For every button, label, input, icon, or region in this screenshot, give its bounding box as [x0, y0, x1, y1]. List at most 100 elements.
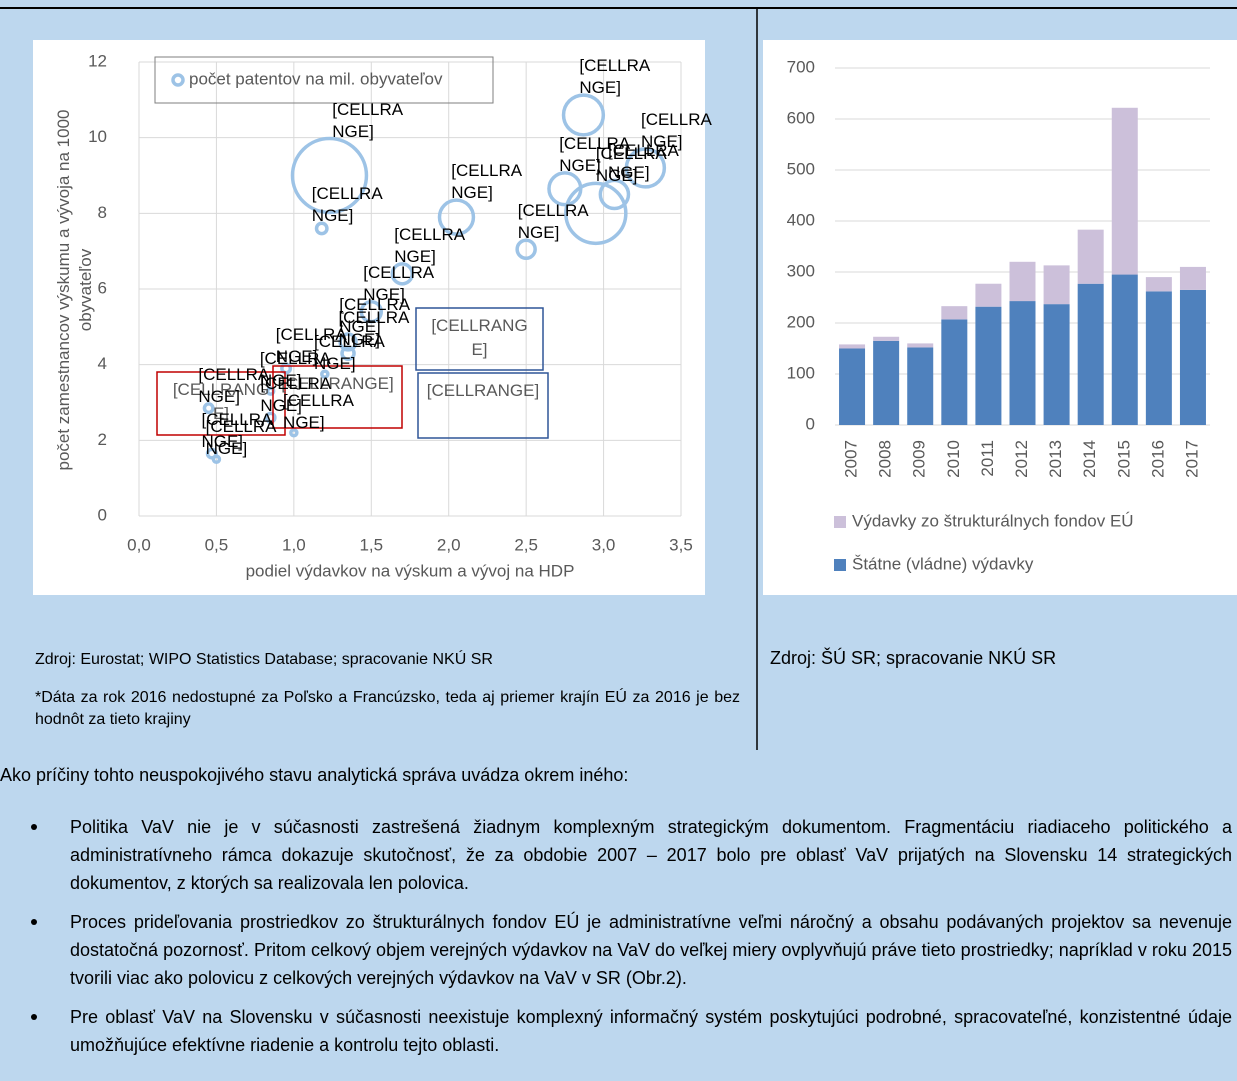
bubble	[515, 238, 537, 261]
y-tick-label: 400	[787, 210, 815, 229]
legend-swatch	[834, 559, 846, 571]
y-axis-label: počet zamestnancov výskumu a vývoja na 1…	[54, 109, 95, 471]
x-tick-label: 2014	[1080, 440, 1099, 478]
annotation-box	[415, 307, 544, 371]
x-tick-label: 2016	[1148, 440, 1167, 478]
data-label: [CELLRANGE]	[579, 56, 651, 98]
data-label: [CELLRANGE]	[275, 325, 347, 367]
data-label: [CELLRANGE]	[338, 308, 410, 350]
bullet-dot	[31, 919, 37, 925]
y-tick-label: 4	[98, 354, 107, 373]
data-label: [CELLRANGE]	[283, 390, 354, 432]
bar-segment	[1111, 107, 1138, 275]
bullet-item: Politika VaV nie je v súčasnosti zastreš…	[0, 813, 1232, 897]
bar-segment	[1179, 289, 1206, 425]
bar-segment	[1145, 291, 1172, 425]
y-tick-label: 600	[787, 108, 815, 127]
bubble	[289, 428, 299, 438]
bubble	[202, 402, 215, 415]
legend-label: Výdavky zo štrukturálnych fondov EÚ	[852, 511, 1134, 530]
y-tick-label: 300	[787, 261, 815, 280]
x-tick-label: 2007	[842, 440, 861, 478]
annotation-box	[156, 371, 286, 436]
bar-segment	[907, 343, 934, 348]
bullet-text: Proces prideľovania prostriedkov zo štru…	[70, 912, 1232, 988]
bubble	[390, 262, 414, 286]
bar-segment	[975, 306, 1002, 425]
legend-swatch	[834, 516, 846, 528]
y-tick-label: 0	[806, 414, 815, 433]
data-label: [CELLRANGE]	[314, 332, 385, 374]
y-tick-label: 12	[88, 51, 107, 70]
bar-segment	[1043, 265, 1070, 305]
x-tick-label: 3,5	[669, 535, 693, 554]
bar-segment	[907, 347, 934, 425]
bubble	[211, 454, 222, 464]
x-tick-label: 3,0	[592, 535, 616, 554]
data-label: [CELLRANGE]	[260, 374, 332, 416]
annotation-label: [CELLRANGE]	[172, 380, 270, 423]
y-tick-label: 2	[98, 430, 107, 449]
annotation-label: [CELLRANGE]	[281, 374, 394, 393]
y-tick-label: 10	[88, 127, 107, 146]
y-tick-label: 500	[787, 159, 815, 178]
bullet-list: Politika VaV nie je v súčasnosti zastreš…	[0, 813, 1232, 1070]
bullet-item: Proces prideľovania prostriedkov zo štru…	[0, 908, 1232, 992]
data-label: [CELLRANGE]	[332, 99, 404, 141]
x-tick-label: 0,5	[205, 535, 229, 554]
bubble	[290, 136, 369, 215]
bar-segment	[975, 283, 1002, 307]
data-label: [CELLRANGE]	[640, 109, 712, 151]
bar-segment	[1009, 301, 1036, 425]
y-tick-label: 8	[98, 203, 107, 222]
x-tick-label: 2010	[944, 440, 963, 478]
x-tick-label: 1,0	[282, 535, 306, 554]
bar-segment	[873, 340, 900, 425]
data-label: [CELLRANGE]	[198, 364, 270, 406]
bar-segment	[1145, 277, 1172, 292]
bullet-item: Pre oblasť VaV na Slovensku v súčasnosti…	[0, 1003, 1232, 1059]
bar-segment	[941, 306, 968, 320]
x-tick-label: 2,0	[437, 535, 461, 554]
x-tick-label: 2008	[876, 440, 895, 478]
x-tick-label: 2,5	[514, 535, 538, 554]
bubble	[561, 93, 606, 137]
x-tick-label: 2009	[910, 440, 929, 478]
bullet-text: Politika VaV nie je v súčasnosti zastreš…	[70, 817, 1232, 893]
bar-segment	[1043, 304, 1070, 425]
data-label: [CELLRANGE]	[201, 410, 273, 452]
legend-label: počet patentov na mil. obyvateľov	[189, 69, 443, 88]
x-tick-label: 1,5	[359, 535, 383, 554]
bubble	[437, 198, 476, 236]
x-tick-label: 2011	[978, 440, 997, 477]
bubble	[280, 362, 293, 375]
bubble	[340, 345, 356, 362]
bar-segment	[1111, 274, 1138, 425]
x-tick-label: 2015	[1114, 440, 1133, 478]
x-tick-label: 2012	[1012, 440, 1031, 478]
legend-marker	[171, 73, 185, 87]
bubble	[205, 447, 218, 460]
data-label: [CELLRANGE]	[451, 161, 523, 203]
bubble	[314, 221, 329, 236]
bar-segment	[839, 348, 866, 425]
y-tick-label: 700	[787, 57, 815, 76]
x-tick-label: 2017	[1182, 440, 1201, 478]
data-label: [CELLRANGE]	[205, 417, 277, 459]
data-label: [CELLRANGE]	[595, 144, 667, 186]
data-label: [CELLRANGE]	[608, 141, 679, 183]
bubble	[598, 178, 631, 211]
data-label: [CELLRANGE]	[363, 262, 435, 304]
data-label: [CELLRANGE]	[517, 201, 589, 243]
annotation-label: [CELLRANGE]	[431, 316, 528, 359]
x-tick-label: 0,0	[127, 535, 151, 554]
bullet-text: Pre oblasť VaV na Slovensku v súčasnosti…	[70, 1007, 1232, 1055]
annotation-box	[272, 365, 403, 429]
note: *Dáta za rok 2016 nedostupné za Poľsko a…	[35, 689, 740, 728]
annotation-box	[417, 372, 549, 439]
data-label: [CELLRANGE]	[259, 349, 331, 391]
annotation-label: [CELLRANGE]	[426, 381, 540, 400]
data-label: [CELLRANGE]	[339, 295, 411, 337]
